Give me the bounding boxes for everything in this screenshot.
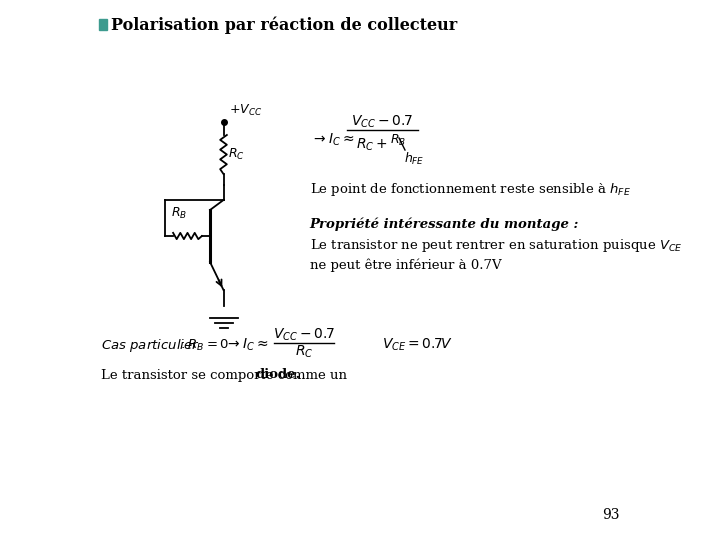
Text: $\mathit{Cas\ particulier}$: $\mathit{Cas\ particulier}$ <box>102 336 200 354</box>
Text: $h_{FE}$: $h_{FE}$ <box>403 151 424 167</box>
Text: ne peut être inférieur à 0.7V: ne peut être inférieur à 0.7V <box>310 258 501 272</box>
Text: Polarisation par réaction de collecteur: Polarisation par réaction de collecteur <box>111 16 457 33</box>
Text: $V_{CC}-0.7$: $V_{CC}-0.7$ <box>351 114 413 130</box>
Text: $R_C$: $R_C$ <box>228 147 245 162</box>
Text: $R_C$: $R_C$ <box>294 344 313 360</box>
Text: $V_{CC}-0.7$: $V_{CC}-0.7$ <box>273 327 335 343</box>
Text: Le point de fonctionnement reste sensible à $h_{FE}$: Le point de fonctionnement reste sensibl… <box>310 181 631 199</box>
Text: $R_C +$: $R_C +$ <box>356 137 388 153</box>
Text: $+V_{CC}$: $+V_{CC}$ <box>229 103 262 118</box>
Text: diode.: diode. <box>255 368 300 381</box>
Text: $R_B$: $R_B$ <box>390 132 406 147</box>
Bar <box>99 19 107 30</box>
Text: 93: 93 <box>602 508 619 522</box>
Text: Le transistor se comporte comme un: Le transistor se comporte comme un <box>102 368 351 381</box>
Text: Propriété intéressante du montage :: Propriété intéressante du montage : <box>310 217 579 231</box>
Text: $R_B$: $R_B$ <box>171 206 187 221</box>
Text: $V_{CE}=0.7V$: $V_{CE}=0.7V$ <box>382 337 454 353</box>
Text: Le transistor ne peut rentrer en saturation puisque $V_{CE}$: Le transistor ne peut rentrer en saturat… <box>310 238 683 254</box>
Text: $\rightarrow I_C \approx$: $\rightarrow I_C \approx$ <box>311 132 354 148</box>
Text: $\rightarrow I_C \approx$: $\rightarrow I_C \approx$ <box>225 337 268 353</box>
Text: $: R_B=0$: $: R_B=0$ <box>179 338 230 353</box>
